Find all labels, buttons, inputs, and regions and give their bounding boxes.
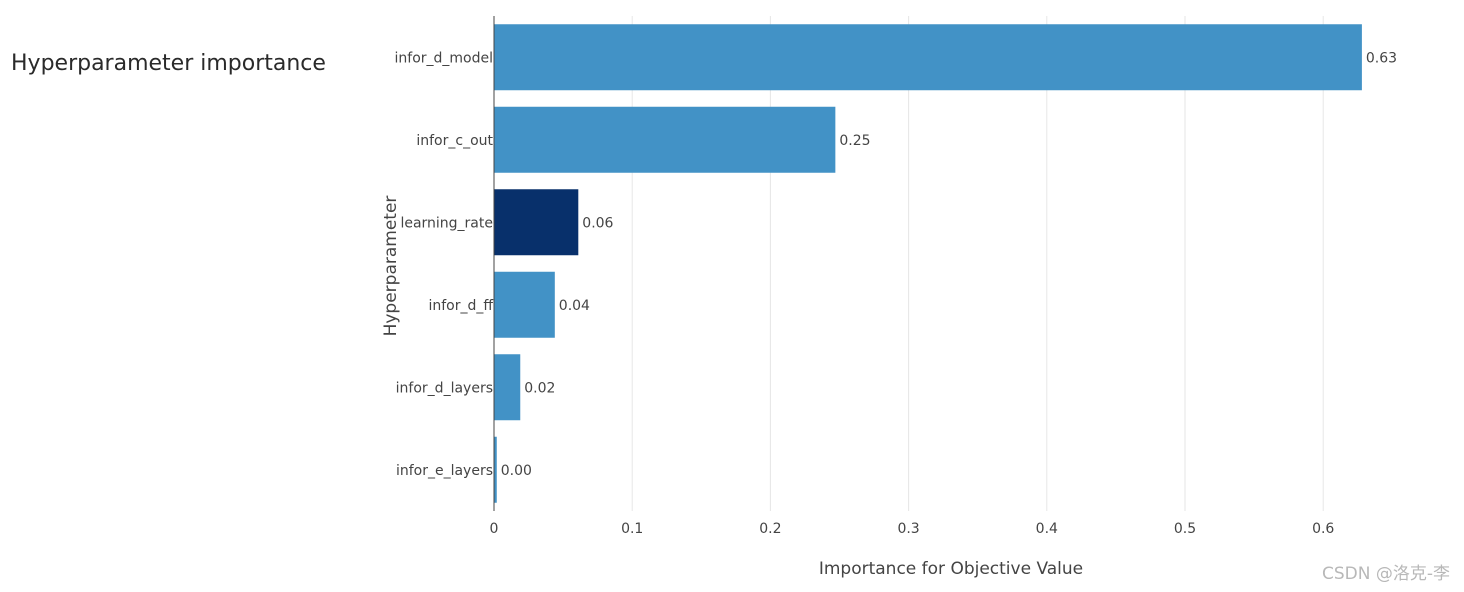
y-category-label: infor_d_layers	[396, 380, 493, 396]
bar-infor-e-layers[interactable]	[494, 436, 497, 503]
value-label: 0.25	[839, 133, 870, 149]
y-axis-categories: infor_d_model infor_c_out learning_rateinf…	[395, 50, 494, 479]
value-label: 0.04	[559, 298, 590, 314]
value-labels: 0.63 0.25 0.06 0.04 0.02 0.00	[501, 50, 1397, 479]
x-tick-label: 0.4	[1036, 521, 1058, 537]
value-label: 0.00	[501, 463, 532, 479]
bar-infor-d-ff[interactable]	[494, 271, 555, 338]
watermark: CSDN @洛克-李	[1321, 564, 1450, 584]
x-tick-label: 0.1	[621, 521, 643, 537]
bar-infor-c-out[interactable]	[494, 106, 836, 173]
x-tick-label: 0.5	[1174, 521, 1196, 537]
bars-group	[494, 24, 1362, 503]
bar-learning-rate[interactable]	[494, 189, 579, 256]
value-label: 0.63	[1366, 50, 1397, 66]
x-axis-title: Importance for Objective Value	[819, 559, 1083, 579]
y-category-label: infor_c_out	[416, 133, 493, 149]
x-axis-ticks: 0 0.1 0.2 0.3 0.4 0.5 0.6	[490, 521, 1335, 537]
bar-infor-d-layers[interactable]	[494, 354, 521, 421]
y-category-label: infor_e_layers	[396, 463, 493, 479]
bar-infor-d-model[interactable]	[494, 24, 1362, 91]
y-category-label: learning_rate	[400, 215, 493, 231]
x-tick-label: 0	[490, 521, 499, 537]
y-category-label: infor_d_ff	[428, 298, 493, 314]
y-category-label: infor_d_model	[395, 50, 494, 66]
value-label: 0.06	[582, 215, 613, 231]
value-label: 0.02	[524, 380, 555, 396]
x-tick-label: 0.6	[1312, 521, 1334, 537]
grid-lines	[631, 16, 1324, 511]
y-axis-title: Hyperparameter	[381, 196, 401, 337]
x-tick-label: 0.3	[897, 521, 919, 537]
chart-title: Hyperparameter importance	[11, 51, 326, 76]
x-tick-label: 0.2	[759, 521, 781, 537]
